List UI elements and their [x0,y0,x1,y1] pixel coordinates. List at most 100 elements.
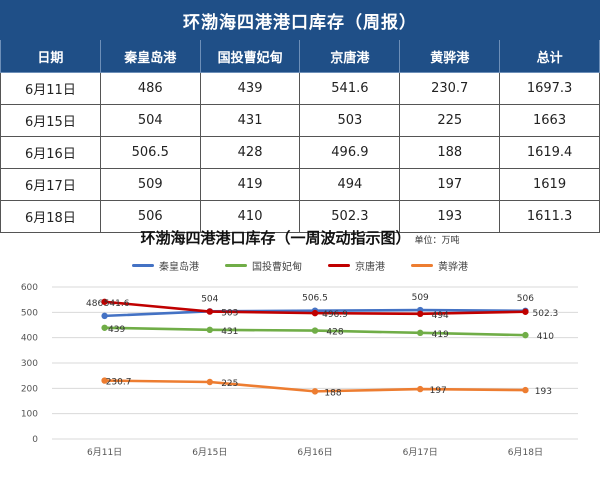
data-label: 439 [108,325,125,335]
data-point [311,388,319,395]
table-cell: 503 [299,104,401,137]
table-cell: 6月17日 [0,168,101,201]
table-cell: 506.5 [99,136,201,169]
data-label: 502.3 [533,309,559,319]
header-cell-caofeidian: 国投曹妃甸 [199,39,301,73]
legend-swatch [328,264,350,267]
y-tick-label: 0 [32,435,38,445]
legend-swatch [411,264,433,267]
legend-item: 黄骅港 [411,258,468,273]
table-cell: 6月15日 [0,104,101,137]
x-tick-label: 6月15日 [192,447,227,458]
table-cell: 428 [199,136,301,169]
header-cell-total: 总计 [499,39,600,73]
data-point [522,308,529,315]
header-cell-qinhuangdao: 秦皇岛港 [99,39,201,73]
table-title: 环渤海四港港口库存（周报） [0,0,600,40]
data-point [101,298,108,305]
table-cell: 494 [299,168,401,201]
table-cell: 410 [199,200,301,233]
chart-legend: 秦皇岛港 国投曹妃甸 京唐港 黄骅港 [0,258,600,273]
data-label: 506.5 [302,294,328,304]
inventory-table: 环渤海四港港口库存（周报） 日期 秦皇岛港 国投曹妃甸 京唐港 黄骅港 总计 6… [0,0,600,233]
header-cell-jingtang: 京唐港 [299,39,401,73]
data-label: 225 [221,379,238,389]
table-cell: 6月18日 [0,200,101,233]
table-cell: 502.3 [299,200,401,233]
x-tick-label: 6月18日 [508,447,543,458]
table-cell: 1663 [499,104,600,137]
data-point [206,326,213,334]
data-point [101,312,108,320]
table-row: 6月17日 509 419 494 197 1619 [0,168,600,201]
inventory-table-section: 环渤海四港港口库存（周报） 日期 秦皇岛港 国投曹妃甸 京唐港 黄骅港 总计 6… [0,0,600,233]
y-tick-label: 100 [21,410,38,420]
legend-label: 秦皇岛港 [159,262,199,273]
data-point [311,327,319,334]
table-row: 6月16日 506.5 428 496.9 188 1619.4 [0,136,600,169]
table-cell: 419 [199,168,301,201]
data-label: 419 [432,330,449,340]
data-point [417,385,424,393]
table-cell: 225 [399,104,501,137]
table-header-row: 日期 秦皇岛港 国投曹妃甸 京唐港 黄骅港 总计 [0,39,600,73]
legend-item: 国投曹妃甸 [225,258,302,273]
table-cell: 1697.3 [499,72,600,105]
legend-label: 京唐港 [355,262,385,273]
header-cell-date: 日期 [0,39,101,73]
legend-item: 京唐港 [328,258,385,273]
legend-item: 秦皇岛港 [132,258,199,273]
table-row: 6月18日 506 410 502.3 193 1611.3 [0,200,600,233]
table-cell: 1619 [499,168,600,201]
data-label: 431 [221,327,238,337]
data-label: 506 [517,294,534,304]
table-cell: 439 [199,72,301,105]
line-chart: 0 100 200 300 400 500 600 6月11日 6月15日 6月16日 6月17日 6… [21,283,578,458]
data-point [522,331,529,339]
y-tick-label: 200 [21,384,38,394]
table-cell: 230.7 [399,72,501,105]
data-label: 503 [221,309,238,319]
chart-title-block: 环渤海四港港口库存（一周波动指示图） 单位：万吨 [0,227,600,248]
data-point [417,329,424,337]
legend-swatch [225,264,247,267]
chart-unit: 单位：万吨 [414,236,460,246]
data-label: 197 [430,386,447,396]
header-cell-huanghua: 黄骅港 [399,39,501,73]
x-tick-label: 6月17日 [403,447,438,458]
table-cell: 486 [99,72,201,105]
data-label: 496.9 [322,310,348,320]
legend-label: 黄骅港 [438,262,468,273]
chart-title: 环渤海四港港口库存（一周波动指示图） [140,229,411,247]
table-row: 6月11日 486 439 541.6 230.7 1697.3 [0,72,600,105]
table-cell: 6月16日 [0,136,101,169]
data-label: 193 [535,387,552,397]
table-cell: 509 [99,168,201,201]
table-cell: 6月11日 [0,72,101,105]
table-cell: 431 [199,104,301,137]
y-tick-label: 300 [21,359,38,369]
data-label: 494 [432,311,449,321]
x-tick-label: 6月11日 [87,447,122,458]
table-cell: 541.6 [299,72,401,105]
table-title-row: 环渤海四港港口库存（周报） [0,0,600,40]
table-cell: 496.9 [299,136,401,169]
data-label: 486 [86,299,103,309]
table-cell: 193 [399,200,501,233]
data-label: 541.6 [104,299,130,309]
data-label: 428 [326,328,343,338]
table-cell: 1619.4 [499,136,600,169]
table-cell: 504 [99,104,201,137]
data-label: 509 [412,293,429,303]
y-tick-label: 400 [21,334,38,344]
data-label: 504 [201,294,218,304]
y-tick-label: 500 [21,308,38,318]
legend-label: 国投曹妃甸 [252,262,302,273]
data-point [522,386,529,394]
data-label: 410 [537,332,554,342]
y-tick-label: 600 [21,283,38,293]
data-point [101,324,108,331]
data-point [206,308,213,315]
data-point [311,309,319,317]
x-tick-label: 6月16日 [297,447,332,458]
